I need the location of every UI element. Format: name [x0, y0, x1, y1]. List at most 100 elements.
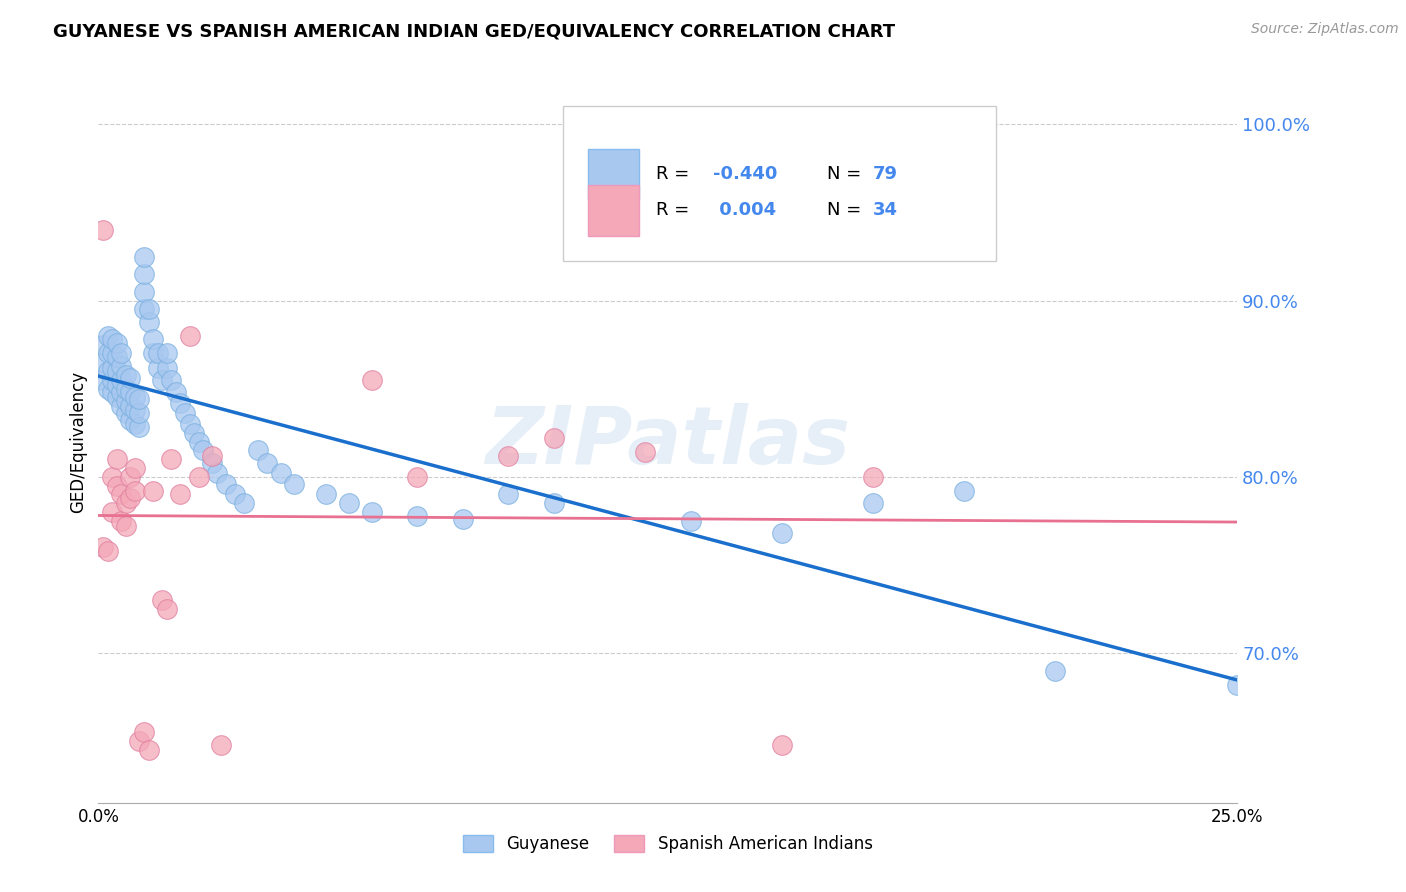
Point	[201, 449, 224, 463]
Text: Source: ZipAtlas.com: Source: ZipAtlas.com	[1251, 22, 1399, 37]
Point	[165, 385, 187, 400]
Point	[270, 467, 292, 481]
Point	[110, 359, 132, 373]
Point	[110, 385, 132, 400]
Point	[142, 346, 165, 360]
Text: N =: N =	[827, 165, 862, 183]
Point	[142, 332, 165, 346]
Point	[105, 364, 128, 378]
Point	[101, 373, 124, 387]
Point	[156, 346, 179, 360]
Point	[114, 368, 136, 382]
Point	[337, 496, 360, 510]
Point	[138, 743, 160, 757]
Point	[315, 487, 337, 501]
Point	[120, 491, 142, 505]
Point	[105, 378, 128, 392]
Point	[156, 602, 179, 616]
Point	[101, 360, 124, 375]
Point	[1226, 678, 1249, 692]
Point	[1043, 664, 1066, 678]
Point	[256, 456, 278, 470]
Point	[146, 360, 169, 375]
Point	[91, 337, 114, 351]
Point	[114, 496, 136, 510]
Point	[150, 593, 173, 607]
Point	[124, 391, 146, 405]
Point	[110, 399, 132, 413]
Point	[862, 496, 884, 510]
Point	[101, 346, 124, 360]
Text: ZIPatlas: ZIPatlas	[485, 402, 851, 481]
Point	[128, 406, 150, 420]
Point	[110, 373, 132, 387]
Point	[543, 431, 565, 445]
Point	[101, 385, 124, 400]
Point	[183, 425, 205, 440]
Point	[105, 391, 128, 405]
Point	[120, 399, 142, 413]
Point	[120, 385, 142, 400]
Bar	[588, 149, 640, 200]
Point	[360, 505, 382, 519]
Point	[205, 467, 228, 481]
Text: R =: R =	[657, 202, 690, 219]
Point	[132, 250, 155, 264]
Text: GUYANESE VS SPANISH AMERICAN INDIAN GED/EQUIVALENCY CORRELATION CHART: GUYANESE VS SPANISH AMERICAN INDIAN GED/…	[53, 22, 896, 40]
Point	[128, 734, 150, 748]
Point	[96, 382, 118, 396]
Point	[224, 487, 246, 501]
Point	[96, 543, 118, 558]
Point	[96, 328, 118, 343]
Point	[209, 738, 232, 752]
Point	[146, 346, 169, 360]
Point	[770, 526, 793, 541]
Point	[105, 350, 128, 364]
Bar	[588, 185, 640, 235]
Point	[169, 487, 191, 501]
Point	[101, 332, 124, 346]
Point	[114, 394, 136, 409]
Point	[360, 373, 382, 387]
Point	[406, 508, 429, 523]
Point	[110, 346, 132, 360]
Point	[132, 302, 155, 317]
Point	[120, 413, 142, 427]
Text: 79: 79	[873, 165, 898, 183]
Point	[124, 461, 146, 475]
Y-axis label: GED/Equivalency: GED/Equivalency	[69, 370, 87, 513]
Point	[128, 420, 150, 434]
Point	[187, 434, 209, 449]
Point	[91, 541, 114, 555]
Point	[679, 514, 702, 528]
Point	[150, 373, 173, 387]
Point	[160, 452, 183, 467]
Text: N =: N =	[827, 202, 862, 219]
Point	[132, 285, 155, 299]
Point	[128, 392, 150, 407]
Point	[193, 443, 215, 458]
Point	[105, 335, 128, 350]
Point	[201, 456, 224, 470]
Point	[498, 487, 520, 501]
Point	[169, 396, 191, 410]
Point	[101, 470, 124, 484]
Point	[174, 406, 197, 420]
Point	[953, 483, 976, 498]
Legend: Guyanese, Spanish American Indians: Guyanese, Spanish American Indians	[457, 828, 879, 860]
Point	[215, 476, 238, 491]
Point	[114, 406, 136, 420]
Point	[138, 315, 160, 329]
Point	[110, 514, 132, 528]
Point	[124, 483, 146, 498]
Point	[114, 519, 136, 533]
Point	[156, 360, 179, 375]
Point	[862, 470, 884, 484]
Point	[124, 402, 146, 417]
Point	[91, 223, 114, 237]
Point	[406, 470, 429, 484]
Point	[91, 355, 114, 369]
Text: R =: R =	[657, 165, 690, 183]
Point	[105, 452, 128, 467]
Point	[451, 512, 474, 526]
